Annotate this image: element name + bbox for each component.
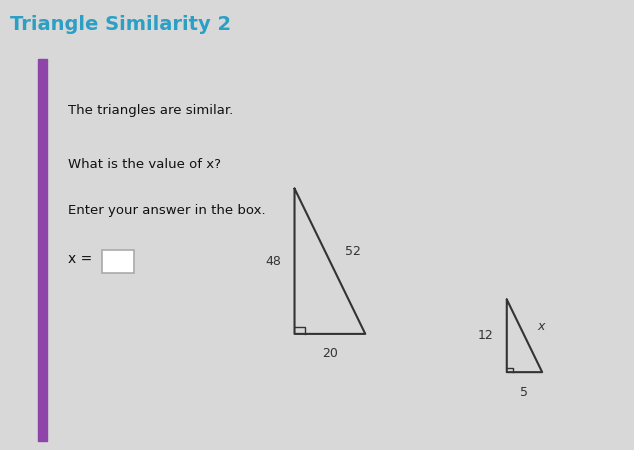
Text: x =: x =: [67, 252, 92, 266]
Text: 20: 20: [322, 347, 338, 360]
Text: What is the value of x?: What is the value of x?: [67, 158, 221, 171]
Text: The triangles are similar.: The triangles are similar.: [67, 104, 233, 117]
Text: 5: 5: [521, 386, 529, 399]
Text: Triangle Similarity 2: Triangle Similarity 2: [10, 15, 231, 34]
Text: Enter your answer in the box.: Enter your answer in the box.: [67, 204, 265, 217]
Text: 48: 48: [266, 255, 281, 268]
Bar: [101, 250, 134, 273]
Bar: [38, 58, 47, 441]
Text: 52: 52: [345, 245, 361, 258]
Text: x: x: [538, 320, 545, 333]
Text: 12: 12: [478, 329, 494, 342]
